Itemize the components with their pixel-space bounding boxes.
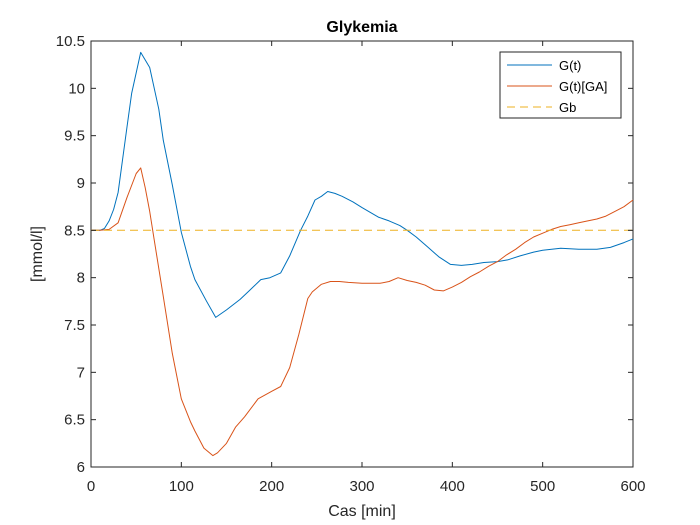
legend-entry-1: G(t) [559, 58, 581, 73]
y-tick-label: 8.5 [64, 222, 85, 239]
legend: G(t) G(t)[GA] Gb [499, 51, 622, 119]
y-axis-label: [mmol/l] [29, 226, 46, 282]
y-tick-label: 6 [77, 459, 85, 476]
legend-entry-3: Gb [559, 100, 576, 115]
ticks-group: 0 100 200 300 400 500 600 6 6.5 7 7.5 8 8.5 9 9.5 10 10.… [56, 33, 646, 495]
x-tick-label: 0 [87, 478, 95, 495]
x-axis-label: Cas [min] [328, 503, 396, 520]
chart-title: Glykemia [326, 19, 397, 36]
x-tick-label: 100 [169, 478, 194, 495]
y-tick-label: 9 [77, 175, 85, 192]
series-line-1 [91, 51, 634, 318]
y-tick-label: 7 [77, 364, 85, 381]
y-tick-label: 7.5 [64, 317, 85, 334]
series-group [91, 51, 634, 457]
y-tick-label: 10.5 [56, 33, 85, 50]
y-tick-label: 6.5 [64, 412, 85, 429]
y-tick-label: 8 [77, 270, 85, 287]
x-tick-label: 400 [440, 478, 465, 495]
x-tick-label: 300 [349, 478, 374, 495]
x-tick-label: 200 [259, 478, 284, 495]
x-tick-label: 500 [530, 478, 555, 495]
y-tick-label: 9.5 [64, 128, 85, 145]
x-tick-label: 600 [620, 478, 645, 495]
legend-entry-2: G(t)[GA] [559, 79, 607, 94]
y-tick-label: 10 [68, 80, 85, 97]
series-line-2 [91, 167, 634, 457]
